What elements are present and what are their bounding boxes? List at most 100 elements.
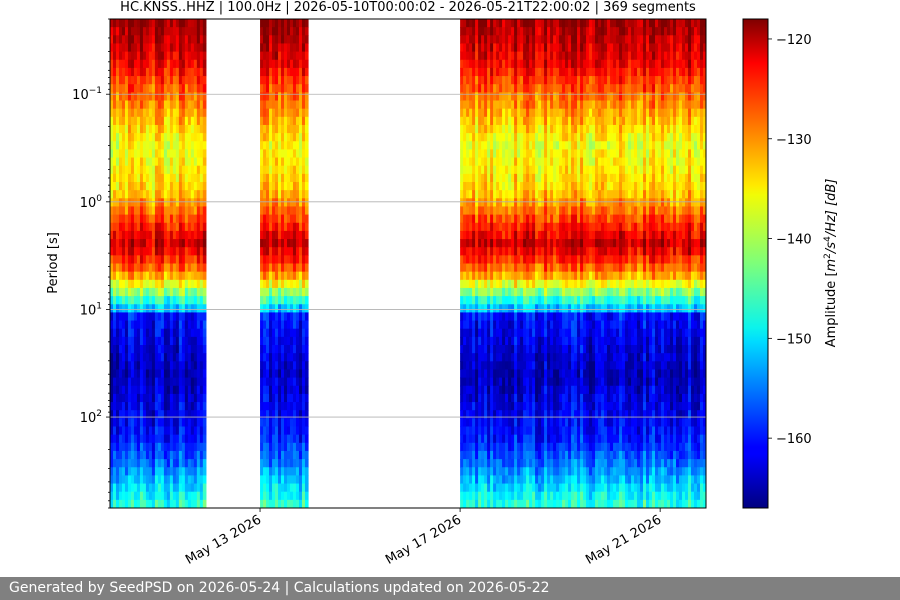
- spectrogram-cell: [130, 361, 135, 371]
- spectrogram-cell: [181, 19, 186, 28]
- spectrogram-cell: [178, 475, 183, 485]
- spectrogram-cell: [136, 124, 141, 134]
- spectrogram-cell: [559, 459, 563, 468]
- spectrogram-cell: [199, 426, 204, 436]
- spectrogram-cell: [142, 76, 147, 85]
- spectrogram-cell: [502, 434, 506, 444]
- spectrogram-cell: [133, 279, 138, 289]
- spectrogram-cell: [118, 27, 123, 36]
- spectrogram-cell: [301, 459, 306, 468]
- spectrogram-cell: [541, 483, 545, 493]
- spectrogram-cell: [526, 182, 530, 191]
- spectrogram-cell: [172, 467, 177, 476]
- spectrogram-cell: [298, 51, 303, 61]
- spectrogram-cell: [487, 247, 491, 256]
- spectrogram-cell: [118, 263, 123, 273]
- spectrogram-cell: [287, 336, 291, 346]
- spectrogram-cell: [142, 312, 147, 322]
- spectrogram-cell: [272, 418, 276, 428]
- spectrogram-cell: [136, 100, 141, 110]
- spectrogram-cell: [118, 198, 123, 208]
- spectrogram-cell: [520, 141, 524, 150]
- spectrogram-cell: [547, 385, 551, 395]
- spectrogram-cell: [184, 43, 189, 53]
- spectrogram-cell: [121, 418, 126, 428]
- spectrogram-cell: [181, 296, 186, 305]
- spectrogram-cell: [121, 402, 126, 411]
- spectrogram-cell: [463, 157, 467, 167]
- spectrogram-cell: [559, 328, 563, 338]
- spectrogram-cell: [172, 369, 177, 379]
- spectrogram-cell: [163, 442, 168, 452]
- spectrogram-cell: [469, 230, 473, 240]
- spectrogram-cell: [550, 108, 554, 118]
- spectrogram-cell: [295, 369, 300, 379]
- spectrogram-cell: [559, 19, 563, 28]
- spectrogram-cell: [544, 157, 548, 167]
- spectrogram-cell: [514, 92, 518, 102]
- spectrogram-cell: [113, 426, 117, 436]
- spectrogram-cell: [475, 27, 479, 36]
- spectrogram-cell: [115, 475, 120, 485]
- spectrogram-cell: [508, 377, 512, 387]
- spectrogram-cell: [529, 369, 533, 379]
- spectrogram-cell: [184, 361, 189, 371]
- spectrogram-cell: [463, 247, 467, 256]
- spectrogram-cell: [142, 230, 147, 240]
- spectrogram-cell: [484, 418, 488, 428]
- spectrogram-cell: [523, 222, 527, 232]
- spectrogram-cell: [517, 263, 521, 273]
- spectrogram-cell: [469, 76, 473, 85]
- spectrogram-cell: [136, 287, 141, 297]
- spectrogram-cell: [113, 157, 117, 167]
- spectrogram-cell: [520, 51, 524, 61]
- spectrogram-cell: [304, 434, 309, 444]
- spectrogram-cell: [154, 116, 159, 126]
- spectrogram-cell: [115, 450, 120, 460]
- spectrogram-cell: [304, 361, 309, 371]
- spectrogram-cell: [496, 410, 500, 419]
- spectrogram-cell: [166, 43, 171, 53]
- spectrogram-cell: [463, 491, 467, 501]
- spectrogram-cell: [278, 369, 282, 379]
- spectrogram-cell: [547, 369, 551, 379]
- spectrogram-cell: [281, 100, 285, 110]
- spectrogram-cell: [520, 100, 524, 110]
- spectrogram-cell: [514, 320, 518, 330]
- spectrogram-cell: [263, 418, 267, 428]
- spectrogram-cell: [556, 418, 560, 428]
- spectrogram-cell: [304, 157, 309, 167]
- spectrogram-cell: [284, 108, 288, 118]
- spectrogram-cell: [193, 467, 198, 476]
- spectrogram-cell: [556, 499, 560, 508]
- spectrogram-cell: [113, 418, 117, 428]
- spectrogram-cell: [260, 190, 264, 199]
- spectrogram-cell: [145, 255, 150, 265]
- spectrogram-cell: [505, 271, 509, 281]
- spectrogram-cell: [290, 434, 294, 444]
- spectrogram-cell: [275, 450, 279, 460]
- spectrogram-cell: [266, 304, 270, 313]
- spectrogram-cell: [526, 369, 530, 379]
- spectrogram-cell: [163, 361, 168, 371]
- spectrogram-cell: [172, 271, 177, 281]
- spectrogram-cell: [124, 182, 129, 191]
- spectrogram-cell: [514, 116, 518, 126]
- spectrogram-cell: [139, 434, 144, 444]
- spectrogram-cell: [178, 198, 183, 208]
- spectrogram-cell: [475, 426, 479, 436]
- spectrogram-cell: [499, 377, 503, 387]
- spectrogram-cell: [514, 361, 518, 371]
- spectrogram-cell: [304, 418, 309, 428]
- spectrogram-cell: [142, 92, 147, 102]
- spectrogram-cell: [269, 198, 273, 208]
- spectrogram-cell: [460, 247, 464, 256]
- spectrogram-cell: [490, 190, 494, 199]
- spectrogram-cell: [484, 173, 488, 183]
- spectrogram-cell: [166, 59, 171, 69]
- spectrogram-cell: [472, 198, 476, 208]
- spectrogram-cell: [475, 124, 479, 134]
- spectrogram-cell: [166, 385, 171, 395]
- spectrogram-cell: [202, 312, 207, 322]
- spectrogram-cell: [175, 108, 180, 118]
